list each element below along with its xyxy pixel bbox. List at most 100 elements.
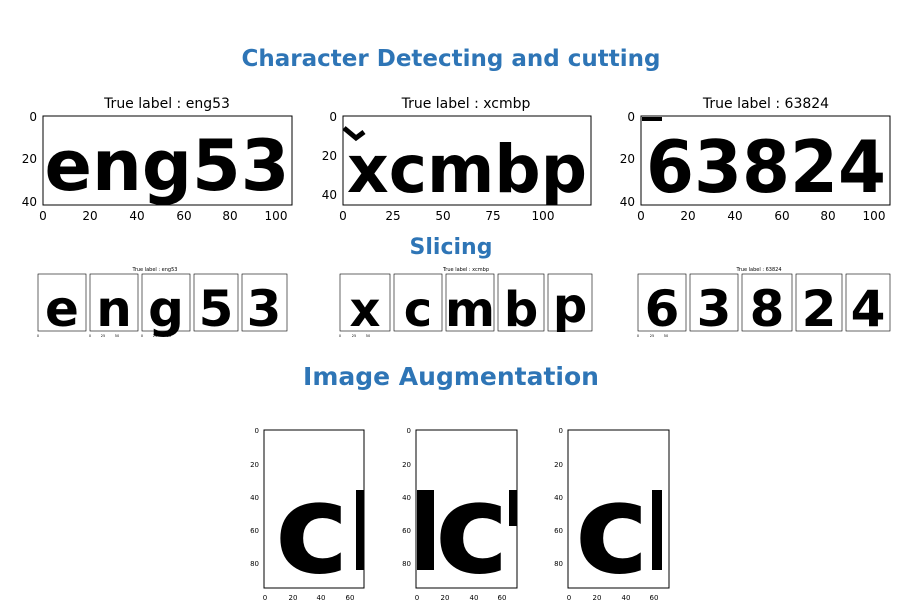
detect-plot-2-xtick: 75 <box>485 209 500 223</box>
augment-xtick: 20 <box>441 594 450 602</box>
detect-plot-2-ytick: 0 <box>329 110 337 124</box>
slice-char: 6 <box>645 280 680 338</box>
slice-xtick: 50 <box>115 334 119 338</box>
slice-frame: x <box>339 273 391 338</box>
detect-plot-3-noise <box>642 117 662 121</box>
section-title-detecting: Character Detecting and cutting <box>241 46 661 72</box>
augment-ytick: 20 <box>554 461 563 469</box>
slice-char: g <box>148 280 184 338</box>
slice-char: 8 <box>750 280 785 338</box>
slice-char: p <box>553 278 587 334</box>
slice-char: m <box>445 282 495 338</box>
slice-xtick: 25 <box>650 334 654 338</box>
detect-plot-2-xtick: 100 <box>532 209 555 223</box>
detect-plot-1-ytick: 0 <box>29 110 37 124</box>
augment-plot-1-frame <box>263 429 365 589</box>
augment-plot-3-edge <box>652 490 662 570</box>
augment-ytick: 80 <box>402 560 411 568</box>
augment-xtick: 60 <box>498 594 507 602</box>
detect-plot-1-xtick: 0 <box>39 209 47 223</box>
augment-ytick: 60 <box>554 527 563 535</box>
augment-ytick: 40 <box>402 494 411 502</box>
slice-char: 2 <box>802 280 837 338</box>
augment-plot-2-edge <box>509 490 517 526</box>
augment-xtick: 60 <box>346 594 355 602</box>
slice-xtick: 50 <box>664 334 668 338</box>
augment-ytick: 60 <box>250 527 259 535</box>
augment-xtick: 40 <box>317 594 326 602</box>
detect-plot-1-xtick: 20 <box>82 209 97 223</box>
slice-frame: e <box>37 273 87 338</box>
detect-plot-3-xtick: 80 <box>820 209 835 223</box>
detect-plot-2-xtick: 50 <box>435 209 450 223</box>
slice-char: b <box>504 282 538 338</box>
slice-frame: 2 <box>795 273 843 338</box>
detect-plot-3-xtick: 60 <box>774 209 789 223</box>
section-title-augmentation: Image Augmentation <box>303 362 599 391</box>
detect-plot-1-xtick: 40 <box>129 209 144 223</box>
augment-ytick: 80 <box>554 560 563 568</box>
detect-plot-1-xtick: 80 <box>222 209 237 223</box>
augment-plot-2-edge <box>417 490 434 570</box>
augment-ytick: 0 <box>407 427 411 435</box>
detect-plot-3-frame <box>640 115 891 206</box>
augment-xtick: 0 <box>415 594 419 602</box>
augment-ytick: 20 <box>250 461 259 469</box>
slice-frame: 6 <box>637 273 687 338</box>
augment-plot-1-edge <box>356 490 364 570</box>
detect-plot-1-xtick: 60 <box>176 209 191 223</box>
slice-frame: p <box>547 273 593 334</box>
slice-xtick: 25 <box>153 334 157 338</box>
augment-xtick: 0 <box>263 594 267 602</box>
slice-char: c <box>404 282 432 338</box>
augment-ytick: 40 <box>250 494 259 502</box>
slice-char: n <box>96 280 132 338</box>
slice-frame: n <box>89 273 139 338</box>
slice-group-3-title: True label : 63824 <box>735 267 781 273</box>
section-title-slicing: Slicing <box>409 235 493 260</box>
augment-plot-2-char: c <box>435 457 509 602</box>
slice-xtick: 25 <box>352 334 356 338</box>
detect-plot-3-xtick: 20 <box>680 209 695 223</box>
detect-plot-3-xtick: 40 <box>727 209 742 223</box>
slice-xtick: 0 <box>637 334 639 338</box>
slice-xtick: 0 <box>37 334 39 338</box>
detect-plot-2-ytick: 40 <box>322 188 337 202</box>
slice-char: 5 <box>199 280 234 338</box>
slice-group-1-title: True label : eng53 <box>132 267 178 273</box>
slice-frame: c <box>393 273 443 338</box>
detect-plot-1-xtick: 100 <box>265 209 288 223</box>
augment-ytick: 60 <box>402 527 411 535</box>
detect-plot-3-glyphs: 63824 <box>646 125 886 209</box>
slice-frame: 3 <box>689 273 739 338</box>
augment-plot-1-char: c <box>275 457 349 602</box>
detect-plot-2-title: True label : xcmbp <box>401 96 531 112</box>
detect-plot-1-title: True label : eng53 <box>103 96 230 112</box>
slice-char: 4 <box>851 280 886 338</box>
slice-xtick: 0 <box>89 334 91 338</box>
detect-plot-3-ytick: 20 <box>620 152 635 166</box>
augment-xtick: 20 <box>289 594 298 602</box>
slice-frame: g <box>141 273 191 338</box>
slice-xtick: 50 <box>167 334 171 338</box>
slice-group-2-title: True label : xcmbp <box>442 267 489 273</box>
augment-plot-3-char: c <box>575 457 649 602</box>
slice-xtick: 0 <box>141 334 143 338</box>
augment-ytick: 40 <box>554 494 563 502</box>
augment-xtick: 40 <box>622 594 631 602</box>
detect-plot-3-title: True label : 63824 <box>702 96 829 112</box>
augment-ytick: 0 <box>255 427 259 435</box>
detect-plot-1-ytick: 40 <box>22 195 37 209</box>
detect-plot-2-xtick: 25 <box>385 209 400 223</box>
detect-plot-2-glyphs: xcmbp <box>347 131 587 208</box>
slice-frame: 3 <box>241 273 288 338</box>
augment-xtick: 20 <box>593 594 602 602</box>
slice-frame: m <box>445 273 495 338</box>
